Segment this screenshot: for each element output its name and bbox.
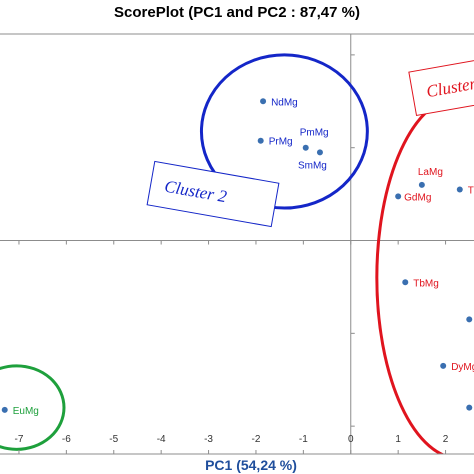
x-tick-label: 1 bbox=[395, 434, 401, 445]
data-point-label: PrMg bbox=[269, 137, 293, 148]
cluster-ellipse bbox=[199, 53, 369, 210]
x-tick-label: -4 bbox=[157, 434, 166, 445]
cluster-annotation-box bbox=[408, 55, 474, 117]
data-point-label: PmMg bbox=[300, 128, 329, 139]
data-point bbox=[395, 193, 402, 200]
cluster-ellipse bbox=[0, 364, 66, 451]
data-point-label: DyMg bbox=[451, 362, 474, 373]
chart-title: ScorePlot (PC1 and PC2 : 87,47 %) bbox=[114, 4, 360, 21]
x-tick-label: -3 bbox=[204, 434, 213, 445]
data-point-label: TmMg bbox=[468, 185, 474, 196]
cluster-annotation-box bbox=[146, 160, 280, 228]
cluster-annotation: Cluster 2 bbox=[146, 160, 280, 228]
data-point-label: EuMg bbox=[13, 406, 39, 417]
x-tick-label: 0 bbox=[348, 434, 354, 445]
data-point bbox=[257, 137, 264, 144]
data-point bbox=[402, 279, 409, 286]
x-axis-label: PC1 (54,24 %) bbox=[205, 457, 297, 473]
x-tick-label: -7 bbox=[15, 434, 24, 445]
data-point bbox=[466, 316, 473, 323]
data-point bbox=[302, 144, 309, 151]
x-tick-label: -6 bbox=[62, 434, 71, 445]
data-point bbox=[456, 186, 463, 193]
data-point-label: SmMg bbox=[298, 160, 327, 171]
cluster-annotation: Cluster 1 bbox=[408, 55, 474, 117]
data-point bbox=[1, 406, 8, 413]
x-tick-label: -1 bbox=[299, 434, 308, 445]
data-point bbox=[440, 362, 447, 369]
data-point bbox=[466, 404, 473, 411]
data-point bbox=[316, 149, 323, 156]
x-tick-label: -5 bbox=[109, 434, 118, 445]
data-point bbox=[260, 98, 267, 105]
data-point-label: TbMg bbox=[413, 278, 439, 289]
data-point bbox=[418, 181, 425, 188]
data-point-label: NdMg bbox=[271, 97, 298, 108]
data-point-label: LaMg bbox=[418, 167, 443, 178]
x-tick-label: -2 bbox=[252, 434, 261, 445]
x-tick-label: 2 bbox=[443, 434, 449, 445]
data-point-label: GdMg bbox=[404, 192, 431, 203]
